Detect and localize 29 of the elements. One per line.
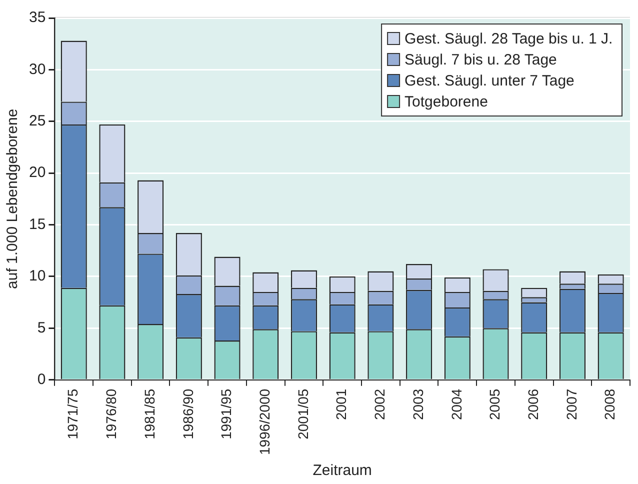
y-tick-label: 30 [28,60,46,78]
y-tick-label: 10 [28,268,46,285]
y-tick-label: 0 [37,370,46,388]
x-tick-label: 1991/95 [218,388,234,440]
x-tick-label: 1981/85 [141,388,158,440]
x-tick-label: 2008 [602,388,618,420]
legend-label: Totgeborene [404,94,488,111]
y-axis-title: auf 1.000 Lebendgeborene [4,108,22,289]
x-tick-label: 1976/80 [103,388,120,440]
x-tick-label: 2001/05 [294,388,311,440]
x-tick-label: 2006 [524,388,541,420]
y-tick-label: 15 [28,216,46,233]
legend-label: Säugl. 7 bis u. 28 Tage [404,52,557,69]
legend-label: Gest. Säugl. unter 7 Tage [404,72,574,90]
x-tick-label: 2001 [333,388,350,420]
x-tick-label: 2003 [410,388,426,420]
x-tick-label: 2005 [486,388,503,420]
x-tick-label: 1986/90 [180,388,196,440]
x-tick-label: 2002 [372,388,388,420]
x-tick-label: 1971/75 [64,388,81,440]
x-tick-label: 2004 [448,388,464,420]
legend-label: Gest. Säugl. 28 Tage bis u. 1 J. [404,30,613,48]
y-tick-label: 5 [37,319,46,336]
x-tick-label: 1996/2000 [256,388,272,456]
y-tick-label: 20 [28,164,46,182]
y-tick-label: 25 [28,112,46,130]
x-tick-label: 2007 [563,388,580,420]
x-axis-title: Zeitraum [312,462,372,480]
y-tick-label: 35 [28,9,46,26]
